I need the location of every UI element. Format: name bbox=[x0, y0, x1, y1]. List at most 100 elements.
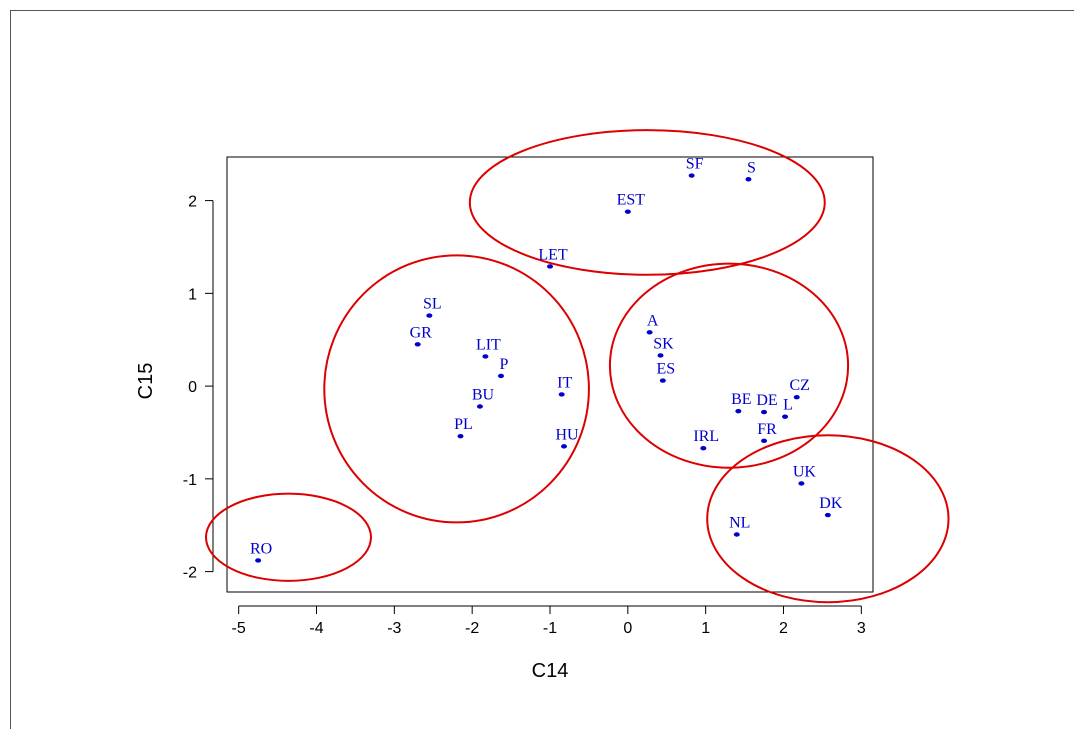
data-point-cz: CZ bbox=[789, 377, 810, 400]
point-marker bbox=[426, 313, 433, 318]
point-label: LET bbox=[538, 246, 568, 263]
data-point-bu: BU bbox=[472, 386, 495, 409]
point-label: PL bbox=[454, 416, 473, 433]
point-label: IT bbox=[557, 374, 572, 391]
point-label: SF bbox=[686, 156, 704, 173]
data-point-nl: NL bbox=[729, 514, 750, 537]
point-marker bbox=[482, 354, 489, 359]
point-marker bbox=[558, 392, 565, 397]
data-point-be: BE bbox=[731, 391, 752, 414]
point-marker bbox=[561, 444, 568, 449]
data-point-p: P bbox=[497, 356, 509, 379]
cluster-ellipse-1 bbox=[468, 129, 826, 276]
point-marker bbox=[745, 177, 752, 182]
x-tick-label: 0 bbox=[623, 620, 632, 637]
data-point-let: LET bbox=[538, 246, 568, 269]
plot-area-box bbox=[226, 156, 874, 593]
point-label: FR bbox=[757, 421, 777, 438]
cluster-ellipse-4 bbox=[706, 434, 950, 604]
data-point-s: S bbox=[745, 159, 756, 182]
point-label: BU bbox=[472, 386, 495, 403]
x-tick-label: -3 bbox=[387, 620, 401, 637]
point-marker bbox=[824, 512, 831, 518]
point-label: L bbox=[783, 397, 793, 414]
point-label: ES bbox=[657, 361, 676, 378]
data-point-sf: SF bbox=[686, 156, 704, 178]
point-marker bbox=[497, 373, 504, 379]
point-label: IRL bbox=[693, 428, 719, 445]
data-point-uk: UK bbox=[793, 463, 817, 486]
x-tick-label: -1 bbox=[543, 620, 557, 637]
figure-frame bbox=[10, 10, 1074, 729]
point-marker bbox=[414, 342, 421, 347]
point-marker bbox=[793, 395, 800, 400]
y-axis-title: C15 bbox=[135, 363, 157, 400]
point-label: BE bbox=[731, 391, 751, 408]
data-point-sl: SL bbox=[423, 296, 442, 318]
data-point-a: A bbox=[646, 312, 659, 335]
x-tick-label: -2 bbox=[465, 620, 479, 637]
y-tick-label: -1 bbox=[183, 472, 197, 489]
point-marker bbox=[688, 173, 695, 178]
point-marker bbox=[646, 330, 653, 335]
data-point-ro: RO bbox=[250, 540, 272, 563]
data-point-l: L bbox=[782, 397, 793, 419]
point-label: LIT bbox=[476, 336, 501, 353]
data-point-irl: IRL bbox=[693, 428, 719, 451]
y-tick-label: 2 bbox=[188, 194, 197, 211]
y-tick-label: 0 bbox=[188, 379, 197, 396]
point-marker bbox=[476, 404, 483, 409]
point-marker bbox=[761, 438, 768, 444]
data-point-dk: DK bbox=[819, 495, 843, 518]
point-label: P bbox=[500, 356, 509, 373]
data-point-lit: LIT bbox=[476, 336, 501, 359]
y-tick-label: 1 bbox=[188, 286, 197, 303]
point-label: HU bbox=[555, 426, 579, 443]
point-label: GR bbox=[410, 324, 433, 341]
point-label: SK bbox=[653, 335, 674, 352]
y-tick-label: -2 bbox=[183, 565, 197, 582]
point-marker bbox=[457, 433, 464, 439]
x-tick-label: 3 bbox=[857, 620, 866, 637]
point-marker bbox=[624, 209, 631, 214]
point-marker bbox=[700, 446, 707, 451]
cluster-ellipse-3 bbox=[608, 262, 850, 469]
data-point-de: DE bbox=[756, 392, 778, 415]
data-point-pl: PL bbox=[454, 416, 473, 439]
x-tick-label: 2 bbox=[779, 620, 788, 637]
data-point-gr: GR bbox=[410, 324, 433, 347]
point-label: RO bbox=[250, 540, 272, 557]
point-label: DE bbox=[756, 392, 777, 409]
point-label: DK bbox=[819, 495, 843, 512]
data-point-hu: HU bbox=[555, 426, 579, 449]
point-marker bbox=[659, 378, 666, 383]
data-point-sk: SK bbox=[653, 335, 674, 358]
point-label: NL bbox=[729, 514, 750, 531]
cluster-ellipse-5 bbox=[204, 492, 372, 582]
cluster-ellipse-2 bbox=[323, 254, 590, 524]
point-label: A bbox=[647, 312, 659, 329]
point-marker bbox=[255, 558, 262, 563]
point-label: CZ bbox=[789, 377, 809, 394]
point-marker bbox=[547, 264, 553, 269]
point-label: SL bbox=[423, 296, 442, 313]
data-point-es: ES bbox=[657, 361, 676, 383]
point-label: UK bbox=[793, 463, 817, 480]
x-axis: -5 -4 -3 -2 -1 0 1 2 3 bbox=[232, 605, 866, 637]
x-axis-title: C14 bbox=[532, 660, 569, 682]
point-marker bbox=[798, 481, 805, 486]
data-points: SF S EST LET SL GR LIT P BU PL IT HU A SK ES BE DE L CZ FR I… bbox=[250, 156, 843, 563]
x-tick-label: -4 bbox=[309, 620, 323, 637]
data-point-it: IT bbox=[557, 374, 572, 397]
y-axis: -2 -1 0 1 2 bbox=[183, 194, 214, 582]
data-point-est: EST bbox=[617, 192, 646, 214]
cluster-ellipses bbox=[204, 129, 950, 604]
point-marker bbox=[735, 408, 742, 414]
point-label: S bbox=[747, 159, 756, 176]
point-marker bbox=[733, 532, 740, 537]
point-label: EST bbox=[617, 192, 646, 209]
x-tick-label: 1 bbox=[701, 620, 710, 637]
point-marker bbox=[782, 414, 789, 419]
x-tick-label: -5 bbox=[232, 620, 246, 637]
